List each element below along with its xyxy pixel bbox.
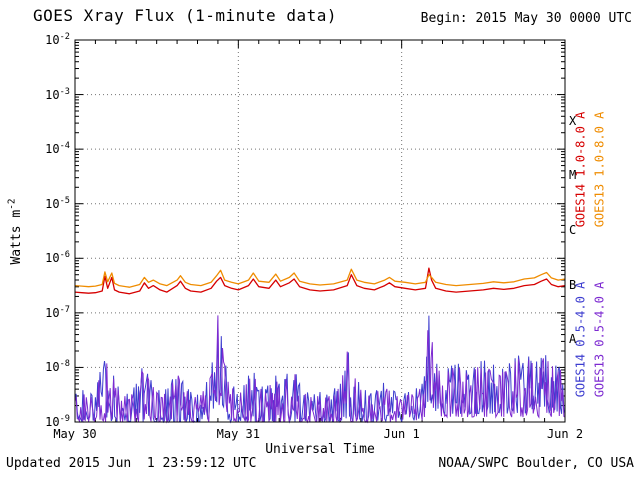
series-goes13-0-5-4-0-a (74, 315, 566, 424)
y-tick-label: 10-5 (45, 195, 70, 211)
plot-frame (74, 39, 566, 423)
flare-class-label: B (569, 277, 577, 292)
x-tick-label: May 30 (53, 427, 97, 441)
x-tick-label: Jun 1 (383, 427, 420, 441)
y-tick-label: 10-8 (45, 359, 70, 375)
series-goes14-1-0-8-0-a (74, 267, 566, 295)
flare-class-label: X (569, 113, 577, 128)
chart-title: GOES Xray Flux (1-minute data) (33, 6, 337, 25)
x-tick-label: Jun 2 (546, 427, 584, 441)
x-axis-label: Universal Time (265, 442, 375, 457)
y-tick-label: 10-2 (45, 32, 70, 47)
source-credit: NOAA/SWPC Boulder, CO USA (438, 456, 634, 471)
flare-class-label: M (569, 168, 577, 183)
flare-class-label: A (569, 332, 577, 347)
begin-timestamp: Begin: 2015 May 30 0000 UTC (420, 11, 632, 26)
flare-class-label: C (569, 223, 577, 237)
y-tick-label: 10-9 (45, 414, 70, 429)
series-goes13-1-0-8-0-a (74, 268, 566, 288)
x-tick-label: May 31 (216, 427, 260, 441)
y-tick-label: 10-6 (45, 250, 70, 266)
y-tick-label: 10-3 (45, 86, 70, 102)
y-tick-label: 10-7 (45, 304, 70, 320)
updated-timestamp: Updated 2015 Jun 1 23:59:12 UTC (6, 456, 257, 471)
y-tick-label: 10-4 (45, 141, 70, 157)
